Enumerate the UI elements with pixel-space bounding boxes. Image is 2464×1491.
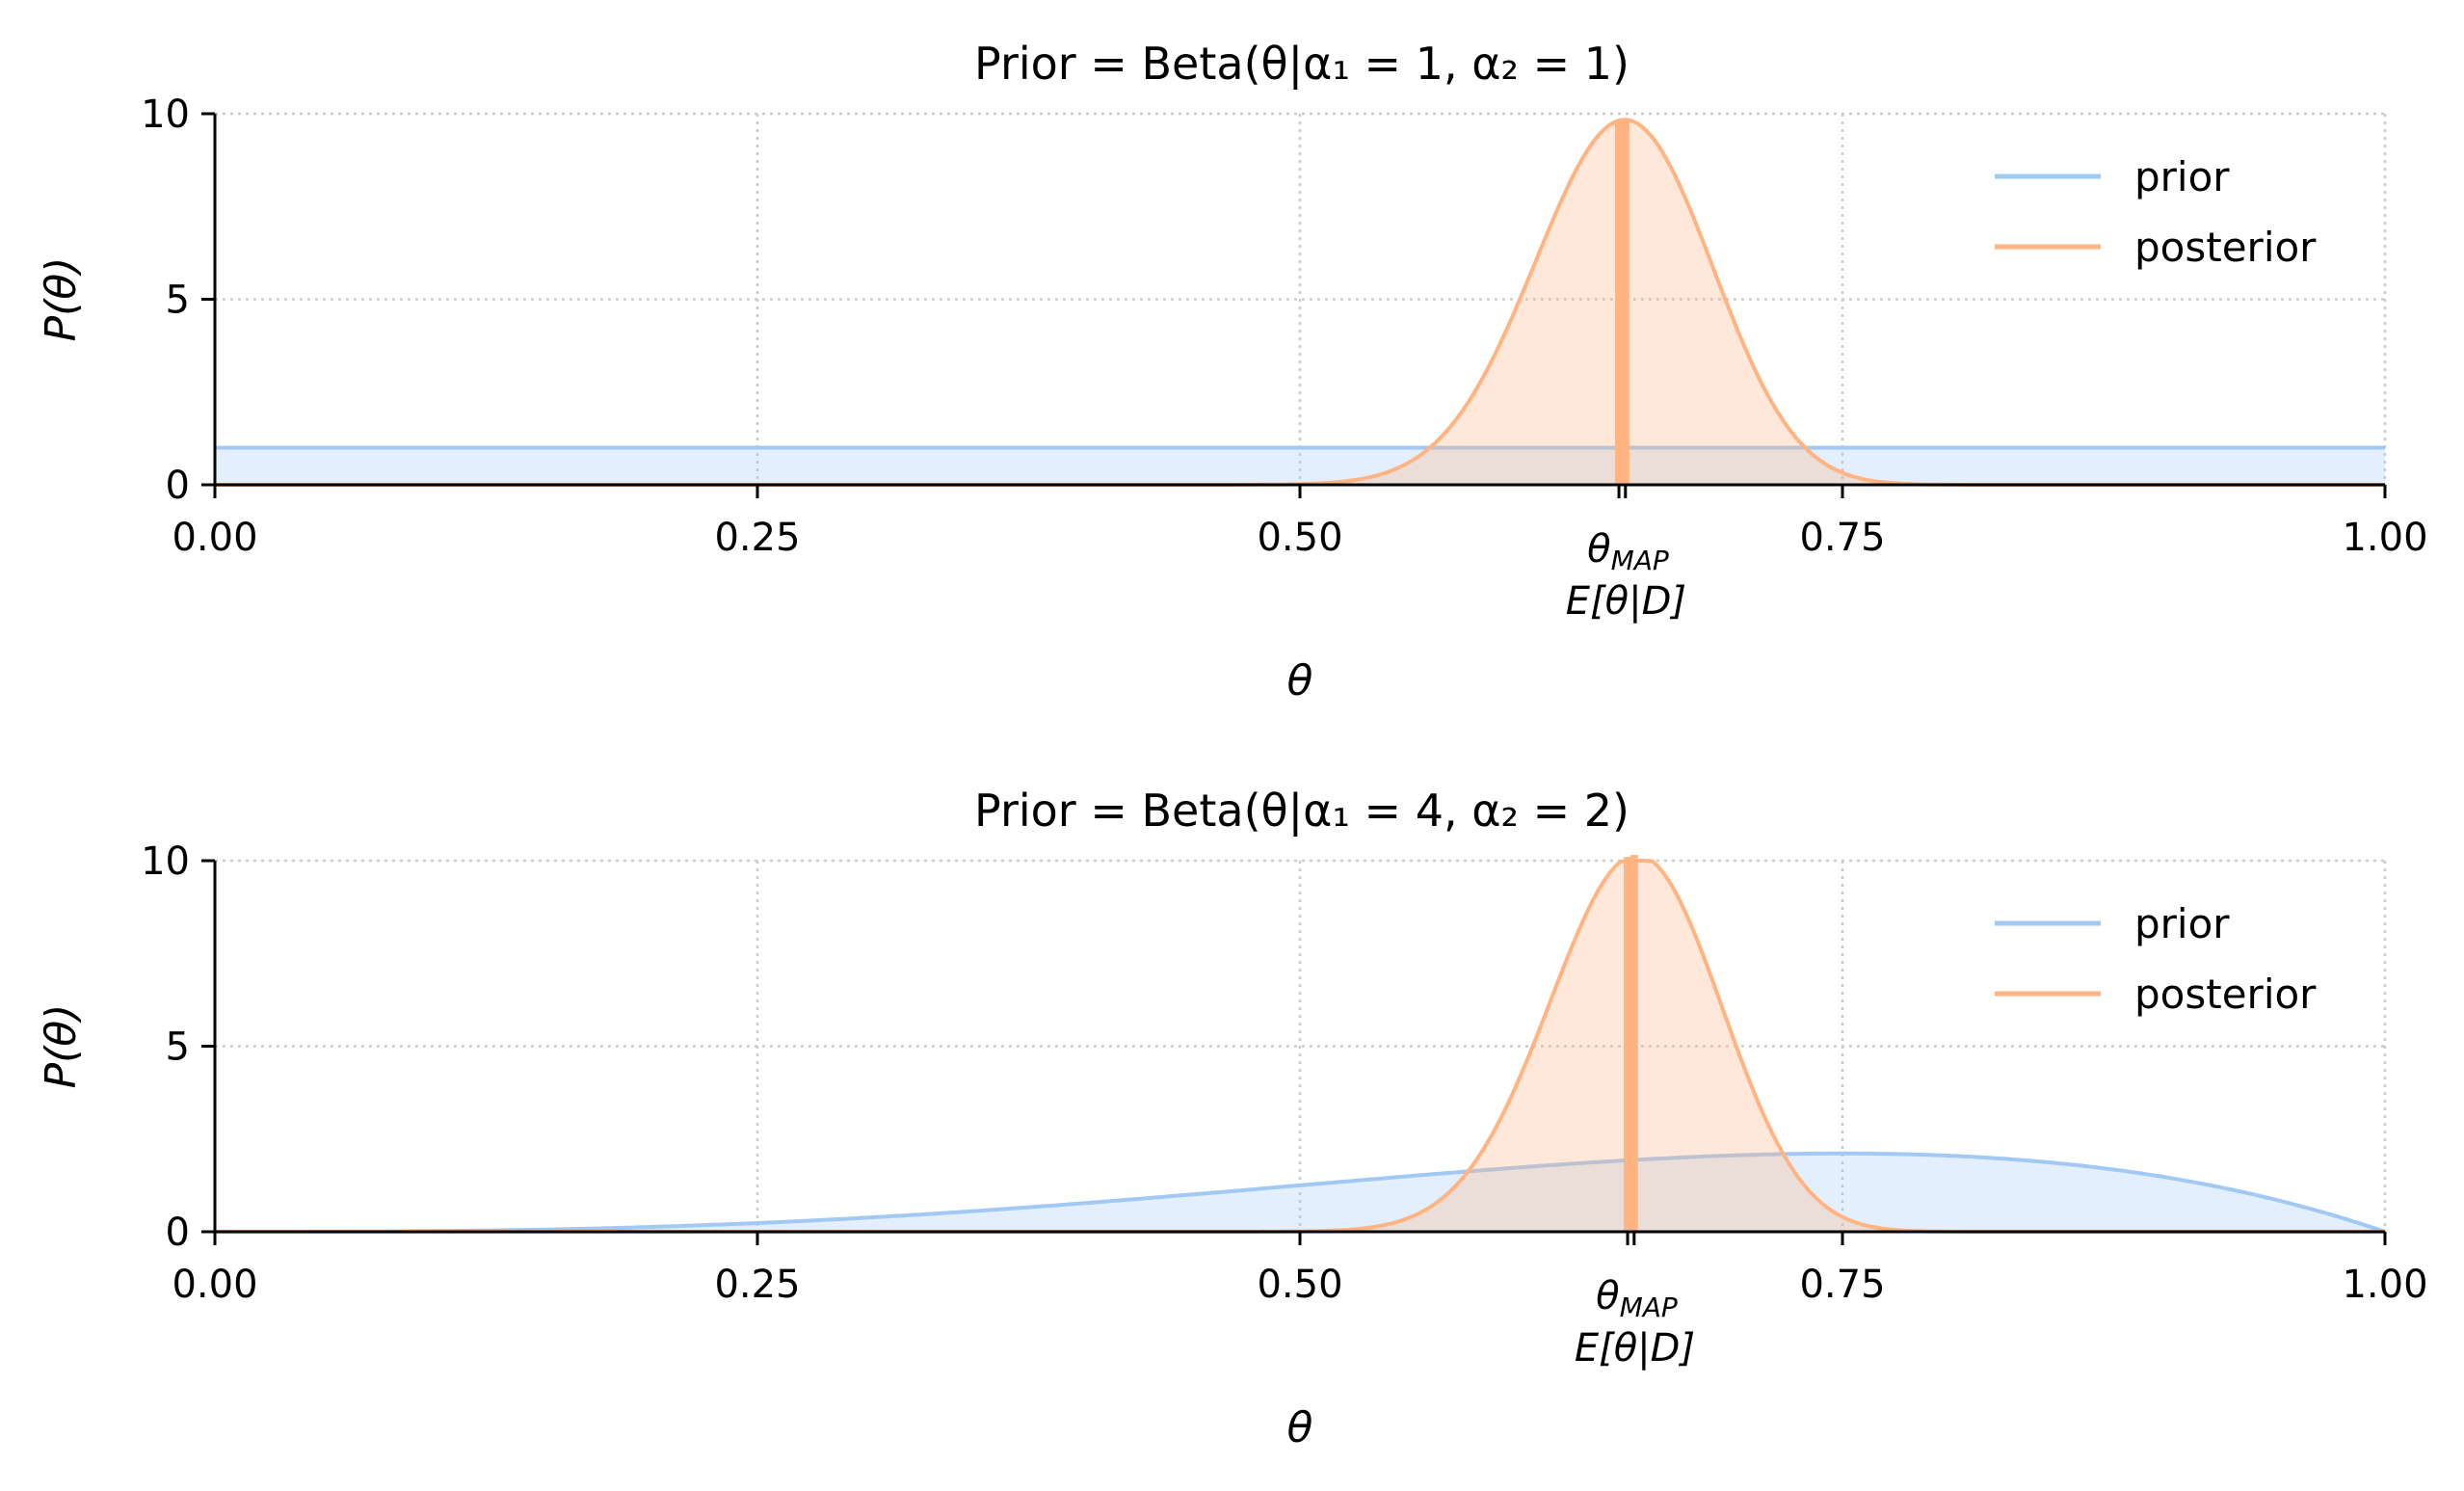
legend-label-posterior: posterior xyxy=(2134,971,2317,1018)
y-tick-label: 0 xyxy=(166,1211,190,1255)
map-label: θMAP xyxy=(1596,1274,1678,1323)
x-tick-label: 0.75 xyxy=(1799,516,1885,560)
chart-title: Prior = Beta(θ|α₁ = 4, α₂ = 2) xyxy=(974,785,1629,838)
legend-label-prior: prior xyxy=(2134,153,2230,200)
x-tick-label: 0.25 xyxy=(714,516,800,560)
y-axis-label: P(θ) xyxy=(37,1004,86,1089)
mean-label: E[θ|D] xyxy=(1566,579,1686,624)
y-tick-label: 10 xyxy=(141,839,190,884)
x-tick-label: 1.00 xyxy=(2342,1263,2427,1307)
x-tick-label: 0.25 xyxy=(714,1263,800,1307)
x-tick-label: 0.50 xyxy=(1257,516,1342,560)
x-tick-label: 0.75 xyxy=(1799,1263,1885,1307)
y-tick-label: 5 xyxy=(166,1025,190,1070)
x-axis-label: θ xyxy=(1287,1403,1313,1452)
y-tick-label: 5 xyxy=(166,279,190,323)
series-area-prior xyxy=(215,1153,2385,1232)
y-tick-label: 10 xyxy=(141,93,190,137)
mean-label: E[θ|D] xyxy=(1575,1326,1695,1371)
legend-label-posterior: posterior xyxy=(2134,224,2317,271)
x-axis-label: θ xyxy=(1287,656,1313,706)
x-tick-label: 0.50 xyxy=(1257,1263,1342,1307)
x-tick-label: 0.00 xyxy=(172,1263,257,1307)
y-tick-label: 0 xyxy=(166,464,190,508)
x-tick-label: 0.00 xyxy=(172,516,257,560)
map-label: θMAP xyxy=(1587,527,1669,576)
chart-title: Prior = Beta(θ|α₁ = 1, α₂ = 1) xyxy=(974,38,1629,91)
y-axis-label: P(θ) xyxy=(37,257,86,342)
x-tick-label: 1.00 xyxy=(2342,516,2427,560)
series-line-prior xyxy=(215,1151,2386,1234)
legend-label-prior: prior xyxy=(2134,900,2230,947)
series-area-prior xyxy=(215,447,2385,485)
